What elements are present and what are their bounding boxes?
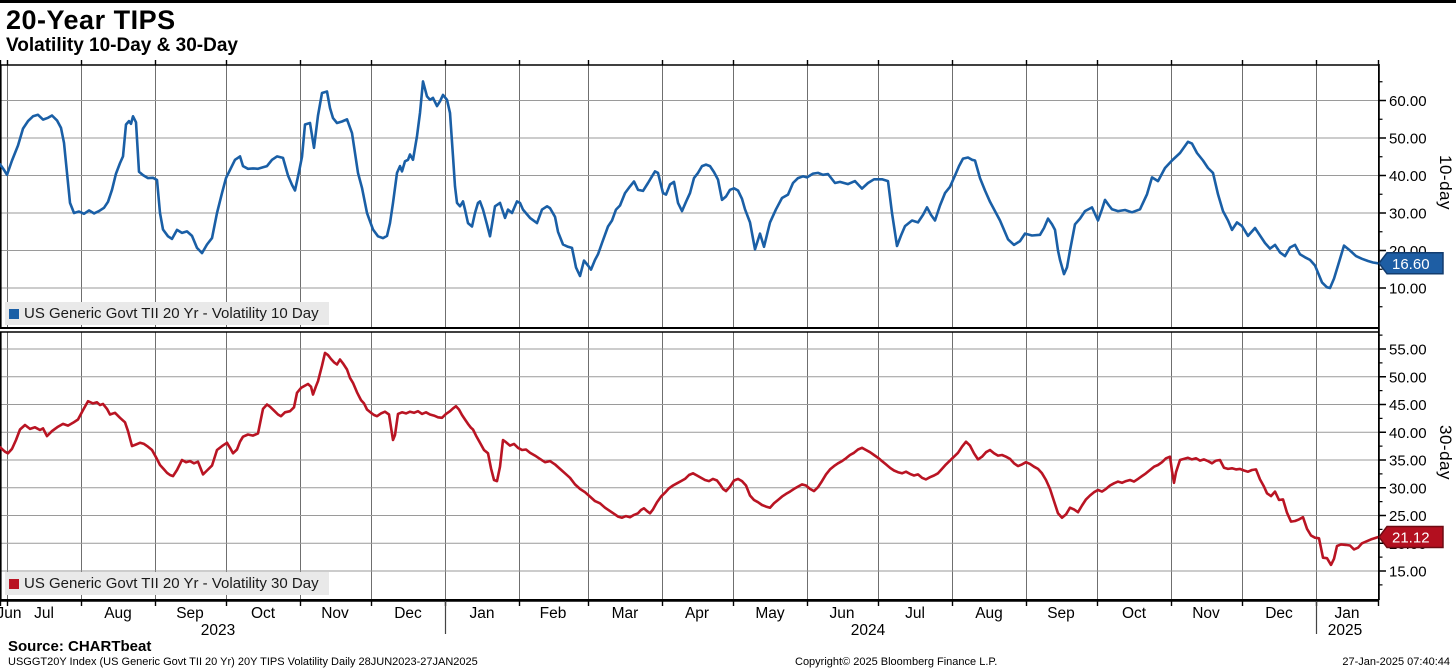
svg-text:Dec: Dec [1265, 605, 1293, 622]
chart-description: USGGT20Y Index (US Generic Govt TII 20 Y… [8, 656, 478, 668]
svg-text:Jan: Jan [1335, 605, 1360, 622]
chart-panel-30day [0, 331, 1380, 601]
copyright-line: Copyright© 2025 Bloomberg Finance L.P. [795, 656, 998, 668]
svg-text:Nov: Nov [1192, 605, 1220, 622]
timestamp: 27-Jan-2025 07:40:44 [1342, 656, 1450, 668]
legend-10day: US Generic Govt TII 20 Yr - Volatility 1… [5, 302, 329, 325]
legend-swatch-10day-icon [9, 308, 19, 319]
legend-swatch-30day-icon [9, 578, 19, 589]
svg-text:10.00: 10.00 [1389, 281, 1427, 298]
legend-label-10day: US Generic Govt TII 20 Yr - Volatility 1… [24, 305, 319, 322]
svg-text:Apr: Apr [685, 605, 709, 622]
right-value-axis: 10.0020.0030.0040.0050.0060.0015.0020.00… [1378, 64, 1444, 600]
svg-text:Sep: Sep [1047, 605, 1075, 622]
svg-text:Jan: Jan [470, 605, 495, 622]
svg-text:40.00: 40.00 [1389, 168, 1427, 185]
svg-text:Jul: Jul [905, 605, 925, 622]
svg-text:Oct: Oct [251, 605, 276, 622]
svg-text:2023: 2023 [201, 622, 235, 639]
chart-panel-10day [0, 60, 1380, 329]
svg-text:Sep: Sep [176, 605, 204, 622]
bottom-time-axis: Jun Jul Aug Sep Oct Nov Dec Jan Feb Mar Apr May Jun J… [0, 600, 1380, 639]
svg-text:Nov: Nov [321, 605, 349, 622]
svg-text:Aug: Aug [104, 605, 132, 622]
legend-label-30day: US Generic Govt TII 20 Yr - Volatility 3… [24, 575, 319, 592]
svg-text:35.00: 35.00 [1389, 453, 1427, 470]
svg-text:60.00: 60.00 [1389, 93, 1427, 110]
svg-text:45.00: 45.00 [1389, 397, 1427, 414]
svg-text:50.00: 50.00 [1389, 369, 1427, 386]
svg-text:50.00: 50.00 [1389, 131, 1427, 148]
axis-label-30day: 30-day [1436, 425, 1455, 480]
svg-text:16.60: 16.60 [1392, 256, 1430, 273]
svg-text:Dec: Dec [394, 605, 422, 622]
source-line: Source: CHARTbeat [8, 638, 152, 655]
page-subtitle: Volatility 10-Day & 30-Day [6, 35, 238, 56]
svg-text:May: May [755, 605, 785, 622]
svg-text:2025: 2025 [1328, 622, 1362, 639]
svg-text:Oct: Oct [1122, 605, 1147, 622]
svg-text:15.00: 15.00 [1389, 564, 1427, 581]
svg-text:Jun: Jun [830, 605, 855, 622]
svg-text:Jul: Jul [34, 605, 54, 622]
legend-30day: US Generic Govt TII 20 Yr - Volatility 3… [5, 572, 329, 595]
page-title: 20-Year TIPS [6, 5, 176, 35]
svg-text:Aug: Aug [975, 605, 1003, 622]
svg-text:55.00: 55.00 [1389, 342, 1427, 359]
axis-label-10day: 10-day [1436, 155, 1455, 210]
svg-text:Feb: Feb [540, 605, 567, 622]
svg-text:40.00: 40.00 [1389, 425, 1427, 442]
svg-text:25.00: 25.00 [1389, 508, 1427, 525]
svg-text:Mar: Mar [612, 605, 639, 622]
svg-text:21.12: 21.12 [1392, 530, 1430, 547]
svg-text:30.00: 30.00 [1389, 480, 1427, 497]
svg-text:Jun: Jun [0, 605, 22, 622]
svg-text:30.00: 30.00 [1389, 206, 1427, 223]
svg-text:2024: 2024 [851, 622, 886, 639]
